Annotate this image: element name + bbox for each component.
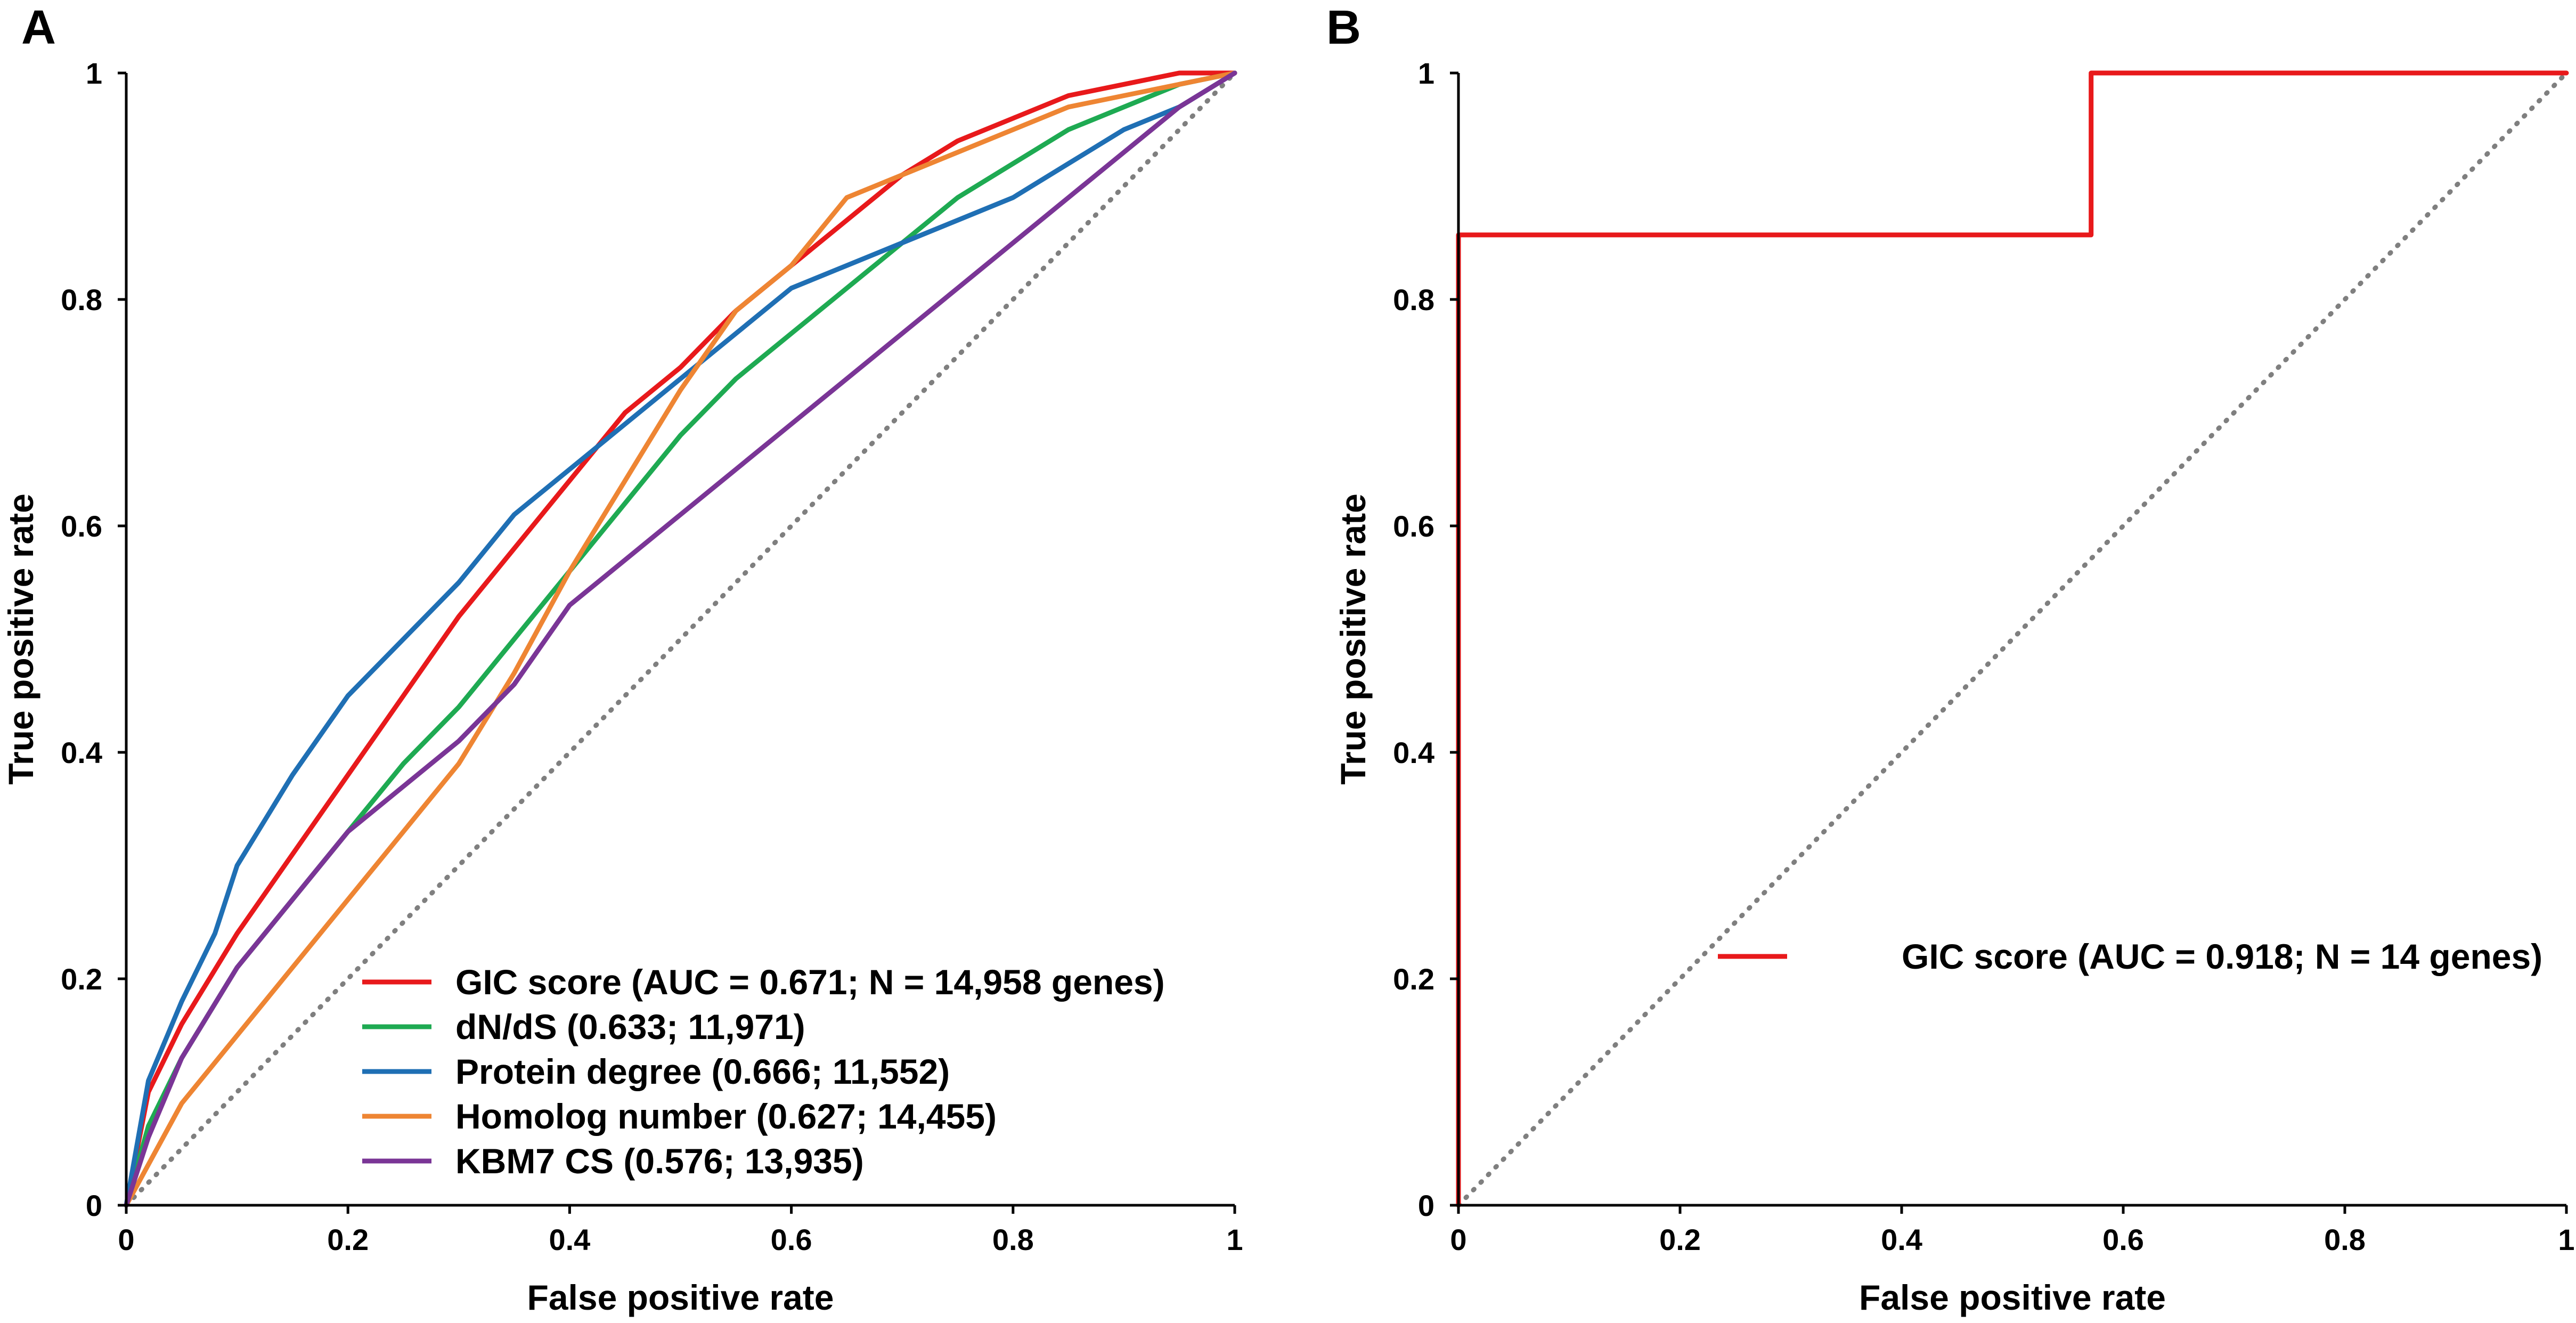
y-tick-label: 0.6 xyxy=(61,509,102,543)
legend-label-1: dN/dS (0.633; 11,971) xyxy=(455,1007,805,1046)
legend: GIC score (AUC = 0.918; N = 14 genes) xyxy=(1718,937,2542,976)
y-axis-title: True positive rate xyxy=(1333,493,1373,785)
series-line-3 xyxy=(124,70,1237,1208)
y-tick-label: 1 xyxy=(86,56,102,90)
x-tick-label: 0.2 xyxy=(327,1223,369,1256)
x-tick-label: 0 xyxy=(118,1223,134,1256)
x-tick-label: 0.8 xyxy=(992,1223,1034,1256)
x-tick-label: 0.2 xyxy=(1659,1223,1701,1256)
y-tick-label: 0.8 xyxy=(1393,283,1434,316)
x-tick-label: 0 xyxy=(1450,1223,1466,1256)
legend-label-4: KBM7 CS (0.576; 13,935) xyxy=(455,1141,864,1181)
y-axis-title: True positive rate xyxy=(1,493,40,785)
y-tick-label: 0.4 xyxy=(61,736,102,769)
series-line-4 xyxy=(124,70,1237,1208)
y-tick-label: 0.2 xyxy=(61,962,102,996)
x-tick-label: 0.4 xyxy=(1881,1223,1922,1256)
x-tick-label: 0.6 xyxy=(2102,1223,2144,1256)
x-tick-label: 1 xyxy=(1226,1223,1243,1256)
y-tick-label: 0 xyxy=(1418,1189,1434,1222)
x-tick-label: 0.4 xyxy=(549,1223,590,1256)
panel-label: B xyxy=(1326,1,1361,54)
panel-label: A xyxy=(21,1,56,54)
legend: GIC score (AUC = 0.671; N = 14,958 genes… xyxy=(362,962,1165,1181)
legend-label-0: GIC score (AUC = 0.671; N = 14,958 genes… xyxy=(455,962,1165,1002)
chart-panel-b: B 0 0.2 0.4 0.6 0.8 1 0 0.2 0.4 0.6 0.8 1 False posit… xyxy=(1326,1,2575,1317)
chart-panel-a: A 0 0.2 0.4 0.6 0.8 1 0 0.2 0.4 0.6 0.8 1 False posit… xyxy=(1,1,1243,1317)
y-tick-label: 1 xyxy=(1418,56,1434,90)
y-tick-label: 0 xyxy=(86,1189,102,1222)
diagonal-reference-line xyxy=(124,70,1237,1208)
y-tick-label: 0.6 xyxy=(1393,509,1434,543)
y-tick-label: 0.4 xyxy=(1393,736,1434,769)
x-tick-label: 1 xyxy=(2558,1223,2574,1256)
legend-label-0: GIC score (AUC = 0.918; N = 14 genes) xyxy=(1902,937,2542,976)
legend-label-3: Homolog number (0.627; 14,455) xyxy=(455,1097,997,1136)
x-axis-title: False positive rate xyxy=(1859,1278,2166,1317)
diagonal-reference-line xyxy=(1456,70,2569,1208)
y-tick-label: 0.2 xyxy=(1393,962,1434,996)
x-axis-title: False positive rate xyxy=(527,1278,834,1317)
y-tick-label: 0.8 xyxy=(61,283,102,316)
x-tick-label: 0.6 xyxy=(771,1223,812,1256)
x-tick-label: 0.8 xyxy=(2324,1223,2366,1256)
series-line-2 xyxy=(124,70,1237,1208)
legend-label-2: Protein degree (0.666; 11,552) xyxy=(455,1052,950,1091)
series-line-0 xyxy=(124,70,1237,1208)
